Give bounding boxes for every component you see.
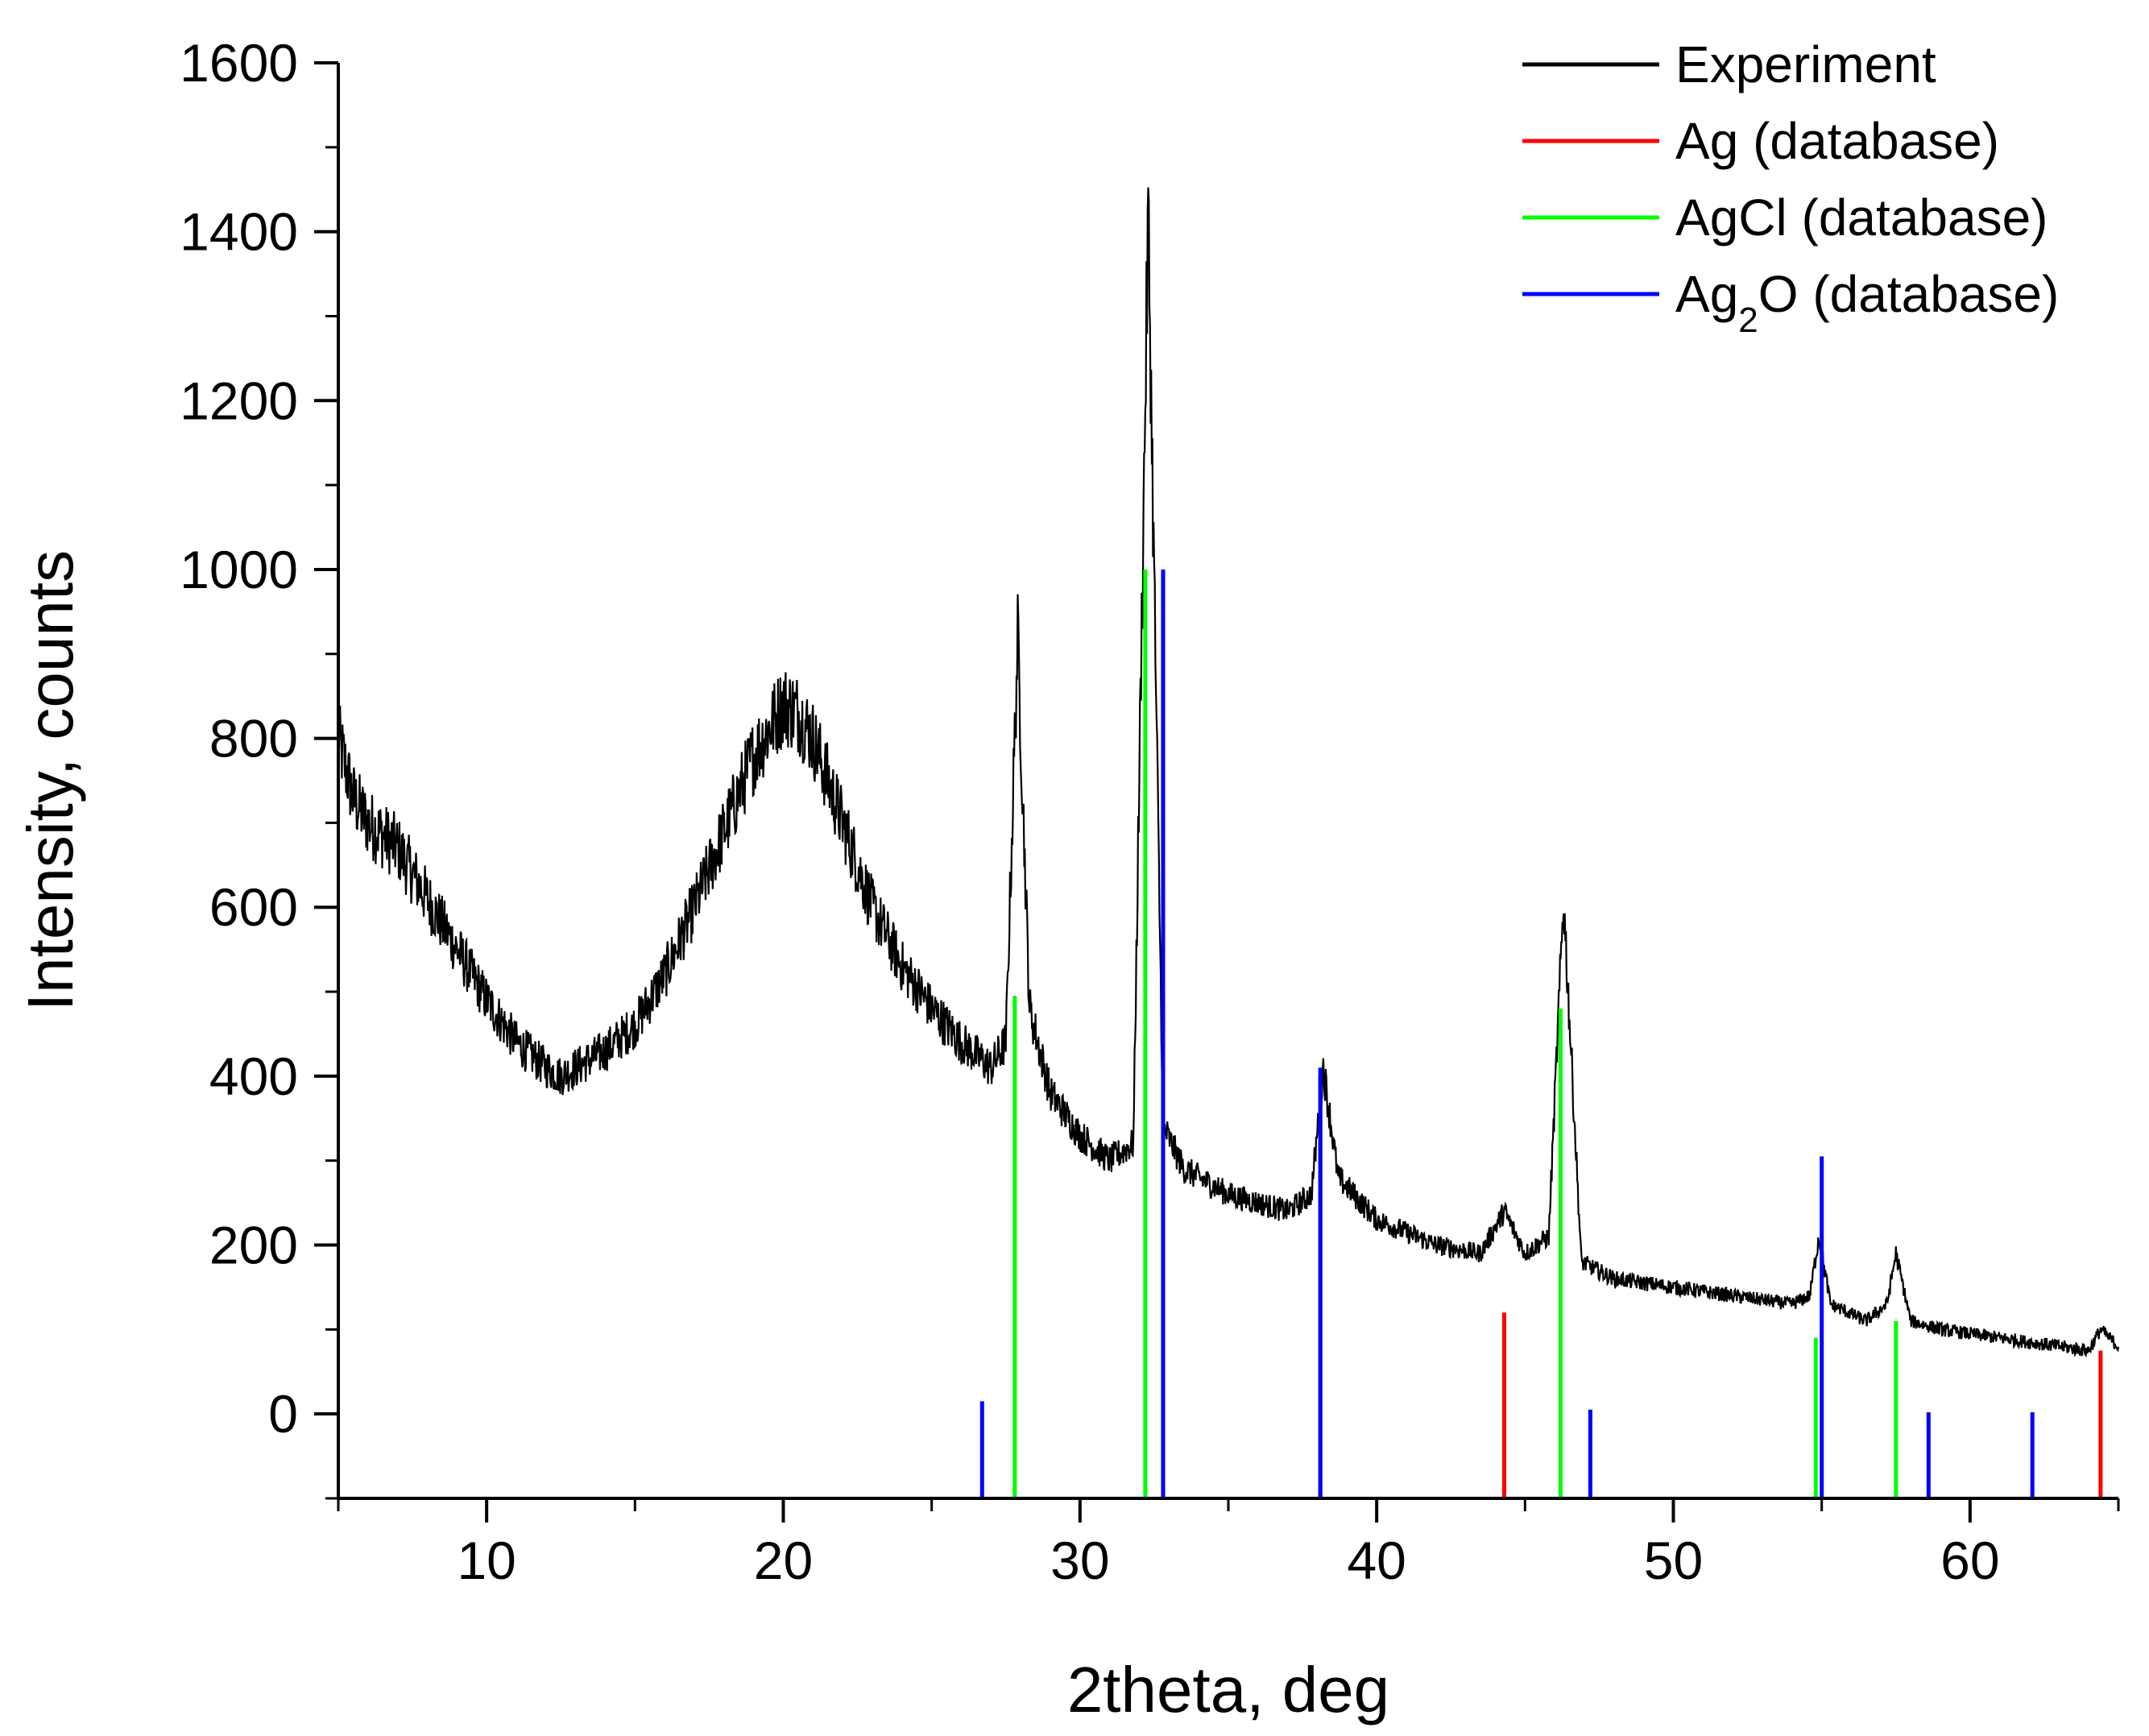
x-axis-title: 2theta, deg — [1067, 1654, 1389, 1726]
series-experiment — [337, 187, 2120, 1358]
x-tick-label: 20 — [754, 1531, 813, 1590]
axes: 0 200 400 600 800 1000 1200 1400 1600 10 20 30 40 50 6… — [180, 33, 2120, 1590]
legend-label: Experiment — [1675, 35, 1936, 93]
x-tick-label: 30 — [1050, 1531, 1109, 1590]
x-tick-label: 40 — [1347, 1531, 1406, 1590]
y-tick-label: 1000 — [180, 540, 298, 599]
series-agcl — [1012, 569, 1898, 1498]
y-tick-label: 1400 — [180, 202, 298, 262]
legend-label: AgCl (database) — [1675, 189, 2048, 247]
legend: Experiment Ag (database) AgCl (database) Ag… — [1522, 35, 2059, 340]
y-tick-label: 200 — [209, 1216, 298, 1275]
x-tick-label: 50 — [1644, 1531, 1703, 1590]
series-ag2o — [979, 569, 2035, 1498]
y-tick-label: 1600 — [180, 33, 298, 93]
y-tick-label: 1200 — [180, 371, 298, 430]
y-axis-title: Intensity, counts — [14, 550, 86, 1011]
legend-label: Ag2O (database) — [1675, 265, 2059, 340]
experiment-trace — [337, 187, 2120, 1358]
y-tick-label: 600 — [209, 877, 298, 937]
x-tick-label: 10 — [457, 1531, 516, 1590]
series-layer — [337, 187, 2120, 1498]
y-tick-label: 800 — [209, 709, 298, 769]
x-tick-label: 60 — [1940, 1531, 1999, 1590]
y-tick-label: 400 — [209, 1046, 298, 1106]
legend-label: Ag (database) — [1675, 112, 1999, 170]
y-tick-label: 0 — [268, 1384, 298, 1444]
